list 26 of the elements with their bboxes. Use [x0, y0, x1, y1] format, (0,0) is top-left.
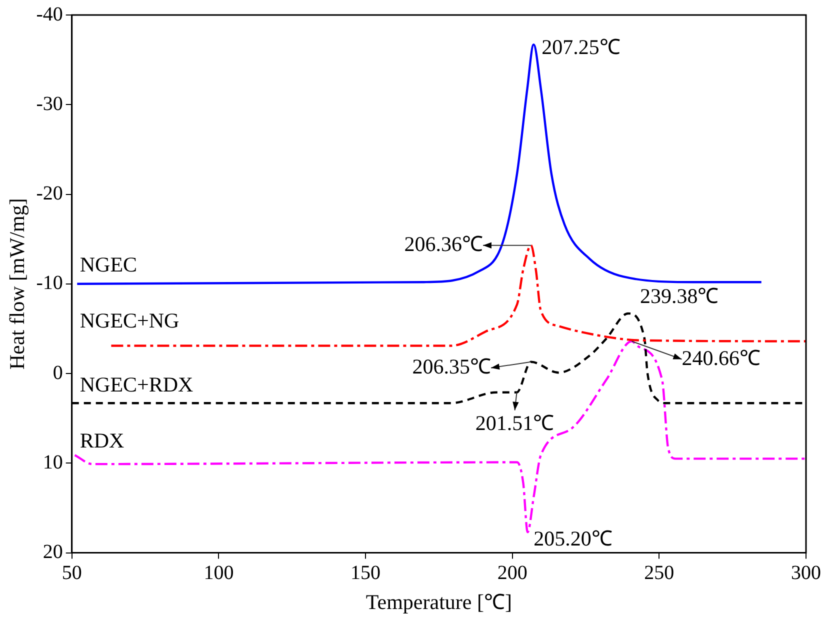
x-tick-label: 50	[62, 562, 82, 584]
x-tick-label: 100	[204, 562, 234, 584]
y-tick-label: -30	[36, 92, 63, 115]
annotation: 201.51℃	[475, 410, 554, 435]
series-label: RDX	[80, 428, 124, 453]
y-tick-label: 10	[42, 451, 63, 474]
series-label: NGEC+NG	[80, 308, 180, 332]
y-axis-title: Heat flow [mW/mg]	[5, 198, 30, 370]
annotation: 240.66℃	[682, 346, 760, 370]
annotation: 206.36℃	[404, 232, 484, 256]
x-tick-label: 200	[497, 562, 528, 584]
series-label: NGEC	[80, 252, 138, 276]
x-tick-label: 150	[350, 562, 381, 584]
y-tick-label: -20	[36, 182, 63, 205]
x-axis-title: Temperature [℃]	[366, 590, 512, 614]
annotation: 206.35℃	[412, 354, 491, 378]
series-label: NGEC+RDX	[80, 372, 194, 397]
x-tick-label: 300	[791, 562, 821, 584]
annotation: 239.38℃	[640, 284, 719, 308]
y-tick-label: 0	[52, 362, 63, 384]
x-tick-label: 250	[644, 562, 674, 584]
y-tick-label: 20	[42, 541, 63, 564]
y-tick-label: -10	[36, 272, 63, 294]
y-tick-label: -40	[36, 3, 63, 26]
annotation: 205.20℃	[534, 526, 612, 551]
annotation: 207.25℃	[542, 35, 620, 60]
